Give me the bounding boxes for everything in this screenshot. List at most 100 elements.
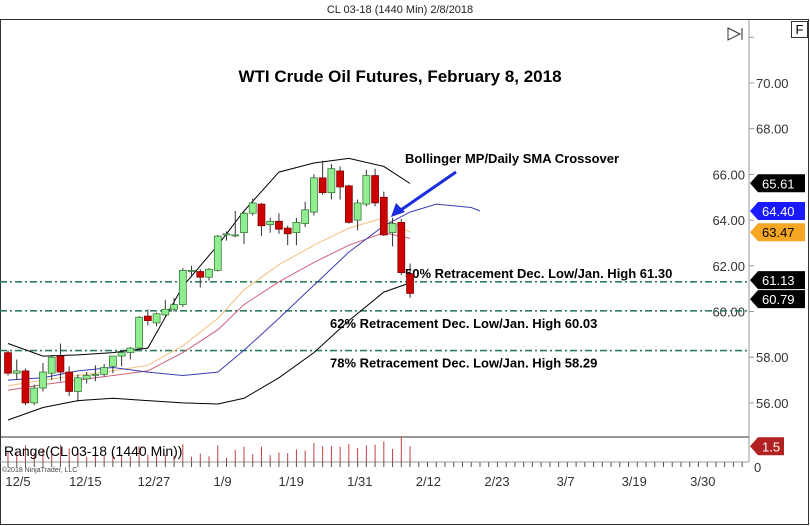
- price-tag-text: 64.40: [762, 204, 795, 219]
- candle-body: [91, 373, 100, 376]
- candle-body: [345, 185, 353, 223]
- range-panel: 01.5: [7, 436, 784, 475]
- y-tick-label: 64.00: [712, 213, 745, 228]
- candle-up: [353, 199, 362, 231]
- f-button-label: F: [796, 22, 804, 37]
- candle-body: [187, 270, 196, 272]
- candle-down: [318, 160, 327, 195]
- candle-body: [213, 235, 222, 271]
- candle-body: [170, 304, 178, 310]
- retracement-lines: 50% Retracement Dec. Low/Jan. High 61.30…: [0, 266, 749, 371]
- candle-up: [301, 201, 310, 227]
- candle-body: [406, 273, 414, 294]
- candle-up: [205, 268, 213, 281]
- candle-down: [379, 191, 388, 237]
- candle-body: [4, 352, 12, 374]
- candle-body: [310, 177, 318, 213]
- y-tick-label: 56.00: [756, 396, 789, 411]
- candle-body: [82, 375, 91, 380]
- candle-body: [388, 223, 397, 234]
- candle-body: [196, 271, 205, 278]
- candle-up: [266, 217, 275, 233]
- x-tick-label: 1/19: [279, 474, 304, 489]
- price-tag: 64.40: [750, 201, 805, 220]
- y-tick-label: 70.00: [756, 76, 789, 91]
- x-tick-label: 12/27: [138, 474, 171, 489]
- x-tick-label: 2/23: [484, 474, 509, 489]
- candle-down: [4, 350, 12, 376]
- candle-body: [65, 371, 74, 392]
- x-tick-label: 1/31: [347, 474, 372, 489]
- candle-down: [336, 166, 344, 200]
- price-tags: 65.61 64.40 63.47 61.13 60.79: [750, 174, 805, 309]
- candle-body: [152, 313, 161, 324]
- candle-body: [266, 220, 275, 226]
- candle-body: [39, 371, 47, 389]
- candle-down: [143, 309, 152, 326]
- candle-down: [21, 368, 30, 406]
- candle-body: [161, 308, 170, 316]
- candle-body: [301, 209, 310, 224]
- candles: [4, 160, 414, 406]
- candle-body: [47, 356, 56, 374]
- candle-body: [12, 370, 21, 374]
- candle-down: [275, 213, 283, 234]
- candle-body: [178, 270, 187, 305]
- annotation-arrow: [397, 170, 457, 214]
- candle-down: [196, 269, 205, 288]
- x-tick-label: 12/5: [5, 474, 30, 489]
- candle-up: [292, 217, 301, 246]
- candle-body: [362, 175, 371, 205]
- skip-to-end-icon[interactable]: [727, 27, 743, 41]
- candle-body: [126, 347, 135, 353]
- price-tag-shape: [750, 290, 805, 309]
- candle-body: [292, 222, 301, 234]
- y-tick-label: 58.00: [756, 350, 789, 365]
- y-tick-label: 66.00: [712, 167, 745, 182]
- x-tick-label: 1/9: [214, 474, 232, 489]
- chart-title: WTI Crude Oil Futures, February 8, 2018: [238, 67, 561, 86]
- price-tag: 60.79: [750, 290, 805, 309]
- candle-down: [65, 366, 74, 397]
- candle-up: [126, 346, 135, 360]
- candle-body: [56, 355, 65, 373]
- candle-up: [231, 210, 240, 238]
- price-tag: 61.13: [750, 271, 805, 290]
- x-tick-label: 2/12: [416, 474, 441, 489]
- candle-up: [152, 312, 161, 327]
- price-tag-text: 65.61: [762, 176, 795, 191]
- candle-down: [397, 218, 406, 275]
- price-tag-shape: [750, 271, 805, 290]
- x-tick-label: 3/19: [622, 474, 647, 489]
- candle-body: [257, 203, 266, 227]
- x-axis: 12/5 12/15 12/27 1/9 1/19 1/31 2/12 2/23 3/7 3/19…: [5, 462, 743, 489]
- annotation: Bollinger MP/Daily SMA Crossover: [391, 151, 619, 217]
- price-tag-shape: [750, 174, 805, 193]
- f-button[interactable]: F: [791, 21, 808, 38]
- candle-up: [248, 198, 257, 216]
- x-tick-label: 12/15: [69, 474, 102, 489]
- window-title: CL 03-18 (1440 Min) 2/8/2018: [327, 4, 473, 16]
- candle-body: [248, 202, 257, 214]
- candle-up: [91, 365, 100, 382]
- candle-body: [275, 220, 283, 230]
- candle-body: [397, 222, 406, 274]
- candle-body: [109, 355, 117, 367]
- candle-down: [406, 263, 414, 298]
- copyright: ©2018 NinjaTrader, LLC: [2, 466, 77, 474]
- price-tag-shape: [750, 223, 805, 242]
- retracement-label: 50% Retracement Dec. Low/Jan. High 61.30: [405, 266, 672, 281]
- bollinger-lower-line: [7, 282, 411, 421]
- candle-body: [135, 316, 143, 349]
- candle-down: [257, 202, 266, 237]
- candle-up: [30, 384, 39, 406]
- candle-body: [327, 168, 336, 194]
- candle-up: [117, 350, 126, 367]
- y-tick-label: 68.00: [756, 122, 789, 137]
- candle-body: [283, 227, 292, 235]
- candle-up: [213, 234, 222, 272]
- candle-body: [371, 175, 379, 204]
- candle-down: [56, 343, 65, 382]
- arrow-head-icon: [391, 203, 405, 217]
